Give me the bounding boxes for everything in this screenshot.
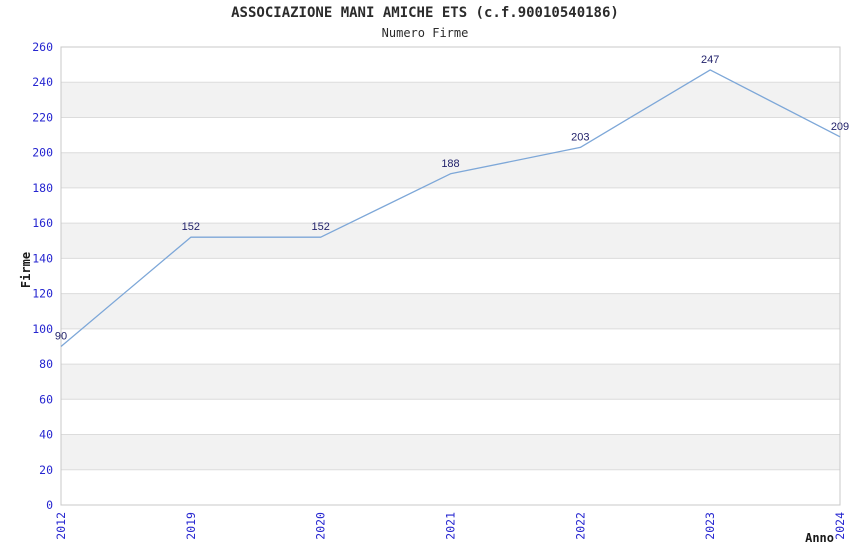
y-tick-label: 60 xyxy=(39,392,53,406)
x-tick-label: 2020 xyxy=(314,512,328,540)
plot-band-white xyxy=(61,258,840,294)
y-tick-label: 160 xyxy=(32,216,53,230)
plot-band-white xyxy=(61,47,840,83)
value-label: 247 xyxy=(701,54,719,66)
data-line xyxy=(60,69,841,347)
x-tick-label: 2019 xyxy=(184,512,198,540)
plot-border xyxy=(60,46,841,506)
plot-band-gray xyxy=(61,364,840,400)
y-tick-label: 220 xyxy=(32,110,53,124)
plot-band-white xyxy=(61,117,840,153)
y-tick-label: 20 xyxy=(39,463,53,477)
plot-band-white xyxy=(61,328,840,365)
y-tick-label: 40 xyxy=(39,428,53,442)
plot-band-gray xyxy=(61,293,840,329)
value-label: 209 xyxy=(831,121,849,133)
x-tick-label: 2022 xyxy=(573,512,587,540)
y-tick-label: 120 xyxy=(32,287,53,301)
x-tick-label: 2024 xyxy=(833,512,847,540)
value-label: 152 xyxy=(311,221,329,233)
plot-band-gray xyxy=(61,82,840,118)
value-label: 90 xyxy=(55,330,67,342)
y-tick-label: 260 xyxy=(32,40,53,54)
x-tick-label: 2023 xyxy=(703,512,717,540)
y-tick-label: 140 xyxy=(32,251,53,265)
plot-band-gray xyxy=(61,152,840,188)
value-label: 203 xyxy=(571,131,589,143)
value-label: 152 xyxy=(182,221,200,233)
y-tick-label: 180 xyxy=(32,181,53,195)
plot-band-white xyxy=(61,187,840,224)
plot-band-gray xyxy=(61,223,840,259)
x-tick-label: 2012 xyxy=(54,512,68,540)
plot-band-white xyxy=(61,399,840,435)
plot-band-white xyxy=(61,469,840,505)
y-tick-label: 100 xyxy=(32,322,53,336)
chart-subtitle: Numero Firme xyxy=(381,26,469,40)
y-tick-label: 200 xyxy=(32,146,53,160)
value-label: 188 xyxy=(441,158,459,170)
plot-band-gray xyxy=(61,434,840,470)
y-tick-label: 0 xyxy=(46,498,53,512)
x-tick-label: 2021 xyxy=(444,512,458,540)
y-tick-label: 240 xyxy=(32,75,53,89)
y-tick-label: 80 xyxy=(39,357,53,371)
chart-title: ASSOCIAZIONE MANI AMICHE ETS (c.f.900105… xyxy=(231,5,619,21)
y-axis-label: Firme xyxy=(19,251,33,289)
x-axis-label: Anno xyxy=(805,531,834,545)
